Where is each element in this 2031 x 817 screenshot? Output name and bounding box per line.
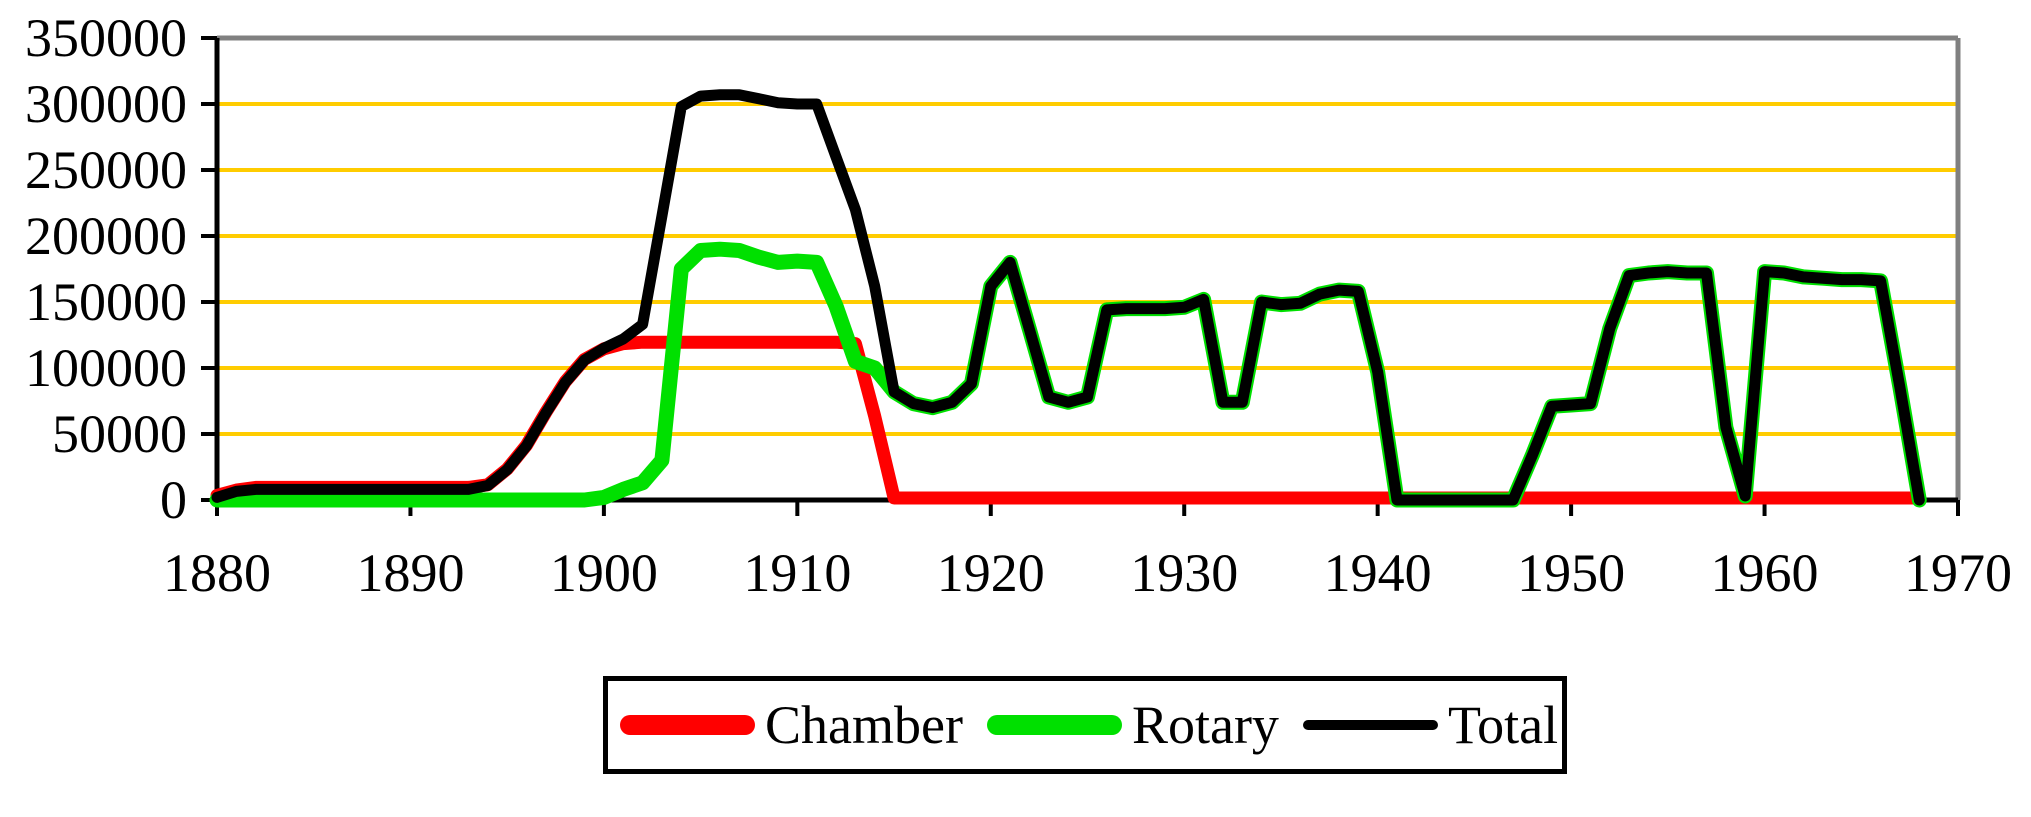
plot-border [217,35,1961,500]
series-line-chamber [210,335,1926,505]
y-axis-label: 250000 [25,140,187,200]
legend-label-total: Total [1447,695,1559,755]
series-line-rotary [209,241,1927,508]
x-axis-label: 1920 [937,543,1045,603]
x-axis-label: 1910 [743,543,851,603]
y-axis-label: 350000 [25,8,187,68]
x-axis-label: 1960 [1711,543,1819,603]
x-axis-labels: 1880 1890 1900 1910 1920 1930 1940 1950 1960 1970 [163,543,2012,603]
y-axis-label: 200000 [25,206,187,266]
legend-label-rotary: Rotary [1131,695,1279,755]
legend-line-chamber-swatch [620,715,755,735]
legend: Chamber Rotary Total [603,676,1567,774]
axis-ticks [201,36,1960,516]
x-axis-label: 1970 [1904,543,2012,603]
x-axis-label: 1880 [163,543,271,603]
y-axis-label: 0 [160,470,187,530]
y-axis-label: 50000 [52,404,187,464]
x-axis-label: 1950 [1517,543,1625,603]
y-axis-labels: 0500001000001500002000002500003000003500… [25,8,187,530]
x-axis-label: 1890 [356,543,464,603]
legend-entry-total: Total [1302,695,1559,755]
legend-line-rotary-swatch [986,715,1122,735]
x-axis-label: 1900 [550,543,658,603]
series-lines [209,89,1927,508]
y-axis-label: 150000 [25,272,187,332]
x-axis-label: 1940 [1324,543,1432,603]
y-axis-label: 100000 [25,338,187,398]
y-axis-label: 300000 [25,74,187,134]
series-line-total [211,89,1925,506]
legend-entry-chamber: Chamber [620,698,963,752]
legend-entry-rotary: Rotary [986,695,1279,755]
gridlines [217,102,1958,436]
legend-line-total-swatch [1302,720,1438,730]
legend-label-chamber: Chamber [765,695,963,755]
x-axis-label: 1930 [1130,543,1238,603]
